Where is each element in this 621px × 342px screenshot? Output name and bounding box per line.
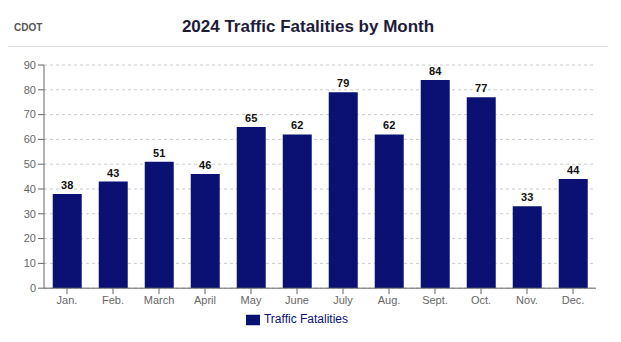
svg-text:20: 20	[24, 232, 36, 244]
svg-text:46: 46	[199, 159, 211, 171]
svg-text:62: 62	[291, 119, 303, 131]
svg-text:June: June	[285, 294, 309, 306]
svg-text:60: 60	[24, 133, 36, 145]
svg-text:44: 44	[567, 164, 580, 176]
svg-text:84: 84	[429, 65, 442, 77]
html-text:Traffic Fatalities: Traffic Fatalities	[264, 312, 348, 327]
svg-text:Aug.: Aug.	[378, 294, 401, 306]
svg-text:30: 30	[24, 208, 36, 220]
svg-text:33: 33	[521, 191, 533, 203]
svg-text:62: 62	[383, 119, 395, 131]
svg-text:80: 80	[24, 84, 36, 96]
svg-text:Jan.: Jan.	[57, 294, 78, 306]
svg-text:Dec.: Dec.	[562, 294, 585, 306]
svg-text:90: 90	[24, 59, 36, 71]
svg-text:77: 77	[475, 82, 487, 94]
html-text:CDOT: CDOT	[14, 21, 43, 33]
html-text:2024 Traffic Fatalities by Mon: 2024 Traffic Fatalities by Month	[181, 17, 435, 36]
svg-text:40: 40	[24, 183, 36, 195]
svg-text:65: 65	[245, 112, 257, 124]
svg-text:50: 50	[24, 158, 36, 170]
svg-text:April: April	[194, 294, 216, 306]
svg-text:51: 51	[153, 147, 165, 159]
svg-text:Oct.: Oct.	[471, 294, 491, 306]
svg-text:Sept.: Sept.	[422, 294, 448, 306]
svg-text:70: 70	[24, 108, 36, 120]
svg-text:38: 38	[61, 179, 73, 191]
svg-text:43: 43	[107, 167, 119, 179]
svg-text:0: 0	[30, 282, 36, 294]
svg-text:10: 10	[24, 257, 36, 269]
svg-text:July: July	[333, 294, 353, 306]
svg-text:March: March	[144, 294, 175, 306]
svg-text:Nov.: Nov.	[516, 294, 538, 306]
svg-text:May: May	[241, 294, 262, 306]
svg-text:79: 79	[337, 77, 349, 89]
svg-text:Feb.: Feb.	[102, 294, 124, 306]
